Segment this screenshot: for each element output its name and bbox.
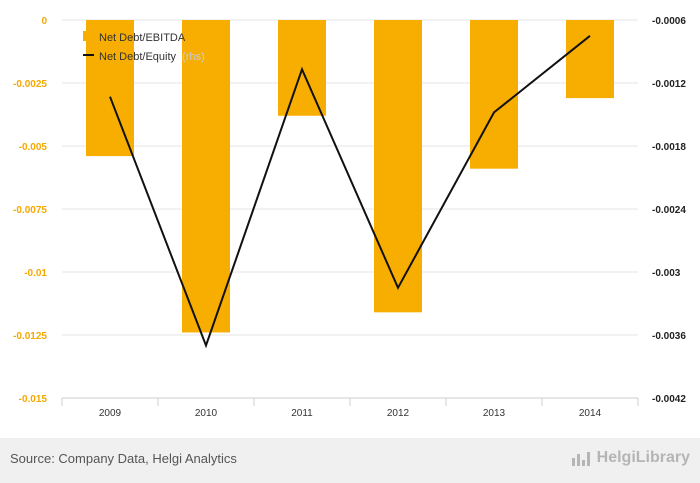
- legend-label-line: Net Debt/Equity (rhs): [99, 51, 205, 63]
- x-tick-label: 2013: [483, 408, 506, 419]
- y-left-tick-label: 0: [41, 16, 47, 27]
- y-right-tick-label: -0.0018: [652, 142, 686, 153]
- x-tick-label: 2011: [291, 408, 313, 419]
- y-right-tick-label: -0.0012: [652, 79, 686, 90]
- gridlines: [62, 19, 638, 399]
- y-right-tick-label: -0.0024: [652, 205, 686, 216]
- footer: Source: Company Data, Helgi Analytics He…: [0, 438, 700, 483]
- bar[interactable]: [182, 20, 230, 333]
- brand-logo[interactable]: HelgiLibrary: [571, 449, 690, 467]
- brand-name: HelgiLibrary: [596, 449, 690, 466]
- y-right-tick-label: -0.0006: [652, 16, 686, 27]
- bar[interactable]: [470, 20, 518, 169]
- legend-swatch-bar: [83, 31, 93, 41]
- y-right-tick-label: -0.0042: [652, 394, 686, 405]
- x-tick-label: 2014: [579, 408, 602, 419]
- y-right-tick-label: -0.003: [652, 268, 681, 279]
- bar[interactable]: [86, 20, 134, 157]
- y-left-tick-label: -0.0125: [13, 331, 47, 342]
- x-tick-label: 2009: [99, 408, 122, 419]
- source-note: Source: Company Data, Helgi Analytics: [10, 451, 237, 466]
- y-right-tick-label: -0.0036: [652, 331, 686, 342]
- legend[interactable]: Net Debt/EBITDA Net Debt/Equity (rhs): [83, 31, 205, 63]
- y-axis-left: 0 -0.0025 -0.005 -0.0075 -0.01 -0.0125 -0.015: [13, 16, 47, 405]
- x-tick-label: 2010: [195, 408, 218, 419]
- line-series: [109, 35, 591, 349]
- x-tick-label: 2012: [387, 408, 410, 419]
- bar-series: [86, 20, 614, 333]
- chart: 2009 2010 2011 2012 2013 2014 0 -0.0025 -0.005 -…: [13, 16, 686, 419]
- y-left-tick-label: -0.0025: [13, 79, 47, 90]
- y-axis-right: -0.0006 -0.0012 -0.0018 -0.0024 -0.003 -0.003…: [652, 16, 686, 405]
- y-left-tick-label: -0.01: [24, 268, 47, 279]
- legend-label-bar: Net Debt/EBITDA: [99, 32, 186, 44]
- bar[interactable]: [566, 20, 614, 99]
- y-left-tick-label: -0.005: [19, 142, 48, 153]
- x-axis: 2009 2010 2011 2012 2013 2014: [61, 398, 639, 419]
- bar[interactable]: [374, 20, 422, 313]
- y-left-tick-label: -0.0075: [13, 205, 47, 216]
- y-left-tick-label: -0.015: [19, 394, 48, 405]
- bar-chart-icon: [571, 452, 590, 466]
